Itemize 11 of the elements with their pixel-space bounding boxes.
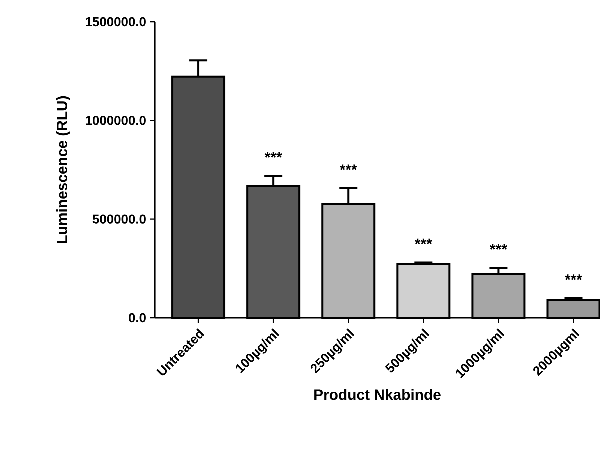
y-tick-label: 500000.0 — [92, 214, 146, 224]
annotation: *** — [340, 164, 358, 170]
y-tick-label: 0.0 — [129, 313, 146, 323]
annotation: *** — [565, 274, 582, 280]
annotation: *** — [414, 238, 432, 244]
y-axis-title: Luminescence (RLU) — [56, 96, 70, 244]
y-tick-label: 1000000.0 — [86, 116, 146, 126]
annotation: *** — [490, 244, 508, 250]
x-axis-title: Product Nkabinde — [314, 389, 441, 400]
annotation: *** — [264, 152, 282, 158]
y-tick-label: 1500000.0 — [86, 17, 146, 27]
